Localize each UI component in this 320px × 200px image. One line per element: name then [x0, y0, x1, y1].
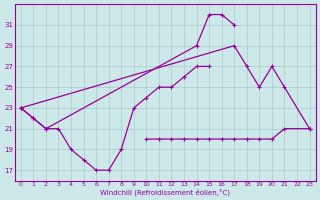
X-axis label: Windchill (Refroidissement éolien,°C): Windchill (Refroidissement éolien,°C) [100, 188, 230, 196]
